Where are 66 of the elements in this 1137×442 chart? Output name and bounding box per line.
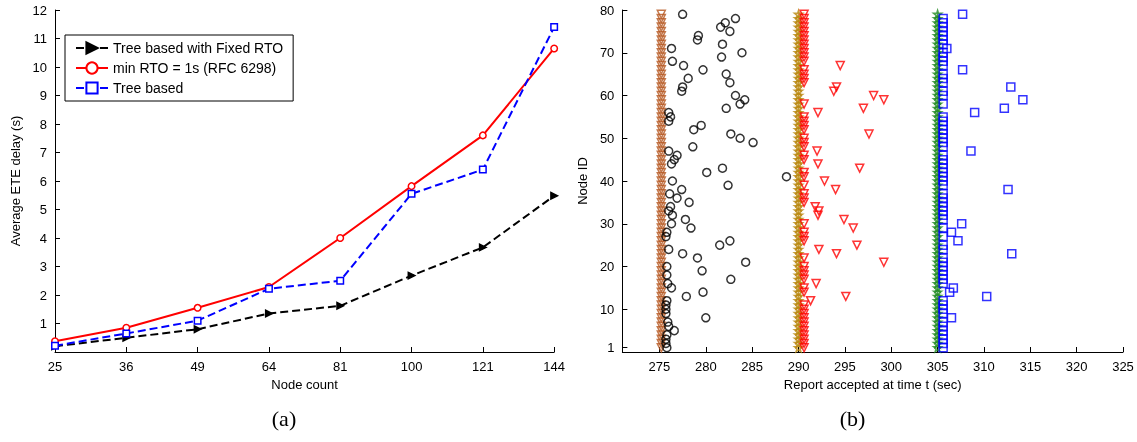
point bbox=[407, 189, 416, 198]
text: (a) bbox=[271, 405, 297, 431]
y-tick-label: 11 bbox=[33, 31, 47, 46]
x-tick-label: 300 bbox=[880, 359, 903, 374]
x-tick-label: 290 bbox=[787, 359, 810, 374]
x-tick-label: 315 bbox=[1019, 359, 1042, 374]
y-tick-label: 60 bbox=[599, 88, 615, 103]
y-tick-label: 70 bbox=[599, 45, 615, 61]
point bbox=[264, 309, 273, 318]
y-tick-label: 5 bbox=[39, 202, 47, 217]
x-tick-label: 320 bbox=[1065, 359, 1088, 374]
y-tick-label: 3 bbox=[39, 259, 47, 274]
y-tick-label: 9 bbox=[39, 88, 47, 103]
point bbox=[550, 191, 559, 200]
legend-label: Tree based bbox=[113, 80, 184, 96]
point bbox=[478, 165, 487, 174]
text: (b) bbox=[839, 405, 866, 431]
x-tick-label: 295 bbox=[834, 359, 856, 374]
y-tick-label: 40 bbox=[599, 173, 615, 189]
x-tick-label: 25 bbox=[47, 359, 63, 374]
x-tick-label: 285 bbox=[741, 359, 764, 374]
point bbox=[122, 329, 131, 338]
x-axis-title: Node count bbox=[271, 377, 339, 392]
x-tick-label: 81 bbox=[333, 359, 348, 374]
y-axis-title: Node ID bbox=[575, 157, 590, 205]
y-tick-label: 80 bbox=[599, 2, 615, 18]
x-tick-label: 100 bbox=[400, 359, 423, 374]
x-tick-label: 305 bbox=[926, 359, 949, 374]
point bbox=[407, 182, 416, 191]
y-tick-label: 30 bbox=[599, 216, 615, 232]
point bbox=[336, 276, 345, 285]
x-tick-label: 325 bbox=[1112, 359, 1134, 374]
y-tick-label: 10 bbox=[32, 59, 47, 75]
legend-label: min RTO = 1s (RFC 6298) bbox=[113, 60, 277, 76]
y-tick-label: 7 bbox=[39, 145, 47, 160]
x-tick-label: 36 bbox=[119, 359, 134, 374]
x-tick-label: 310 bbox=[973, 359, 995, 374]
x-tick-label: 64 bbox=[261, 359, 277, 374]
point bbox=[193, 316, 202, 325]
y-tick-label: 1 bbox=[607, 340, 615, 356]
y-axis-title: Average ETE delay (s) bbox=[7, 115, 23, 247]
point bbox=[550, 44, 559, 53]
x-tick-label: 121 bbox=[472, 359, 494, 374]
y-tick-label: 50 bbox=[599, 130, 615, 146]
point bbox=[478, 131, 487, 140]
y-tick-label: 4 bbox=[39, 230, 47, 246]
x-tick-label: 275 bbox=[648, 359, 671, 374]
legend-label: Tree based with Fixed RTO bbox=[113, 40, 284, 56]
x-tick-label: 144 bbox=[543, 359, 566, 374]
point bbox=[336, 301, 345, 310]
point bbox=[407, 271, 416, 280]
point bbox=[193, 325, 202, 334]
x-axis-title: Report accepted at time t (sec) bbox=[783, 376, 962, 392]
y-tick-label: 10 bbox=[599, 301, 615, 317]
y-tick-label: 1 bbox=[39, 316, 47, 331]
x-tick-label: 280 bbox=[694, 359, 717, 374]
point bbox=[550, 23, 559, 32]
point bbox=[336, 234, 345, 242]
x-tick-label: 49 bbox=[190, 359, 205, 374]
y-tick-label: 20 bbox=[599, 259, 615, 274]
y-tick-label: 12 bbox=[32, 2, 47, 18]
point bbox=[478, 243, 487, 252]
y-tick-label: 8 bbox=[39, 116, 47, 132]
point bbox=[193, 303, 202, 312]
y-tick-label: 6 bbox=[39, 173, 47, 189]
y-tick-label: 2 bbox=[39, 287, 47, 303]
